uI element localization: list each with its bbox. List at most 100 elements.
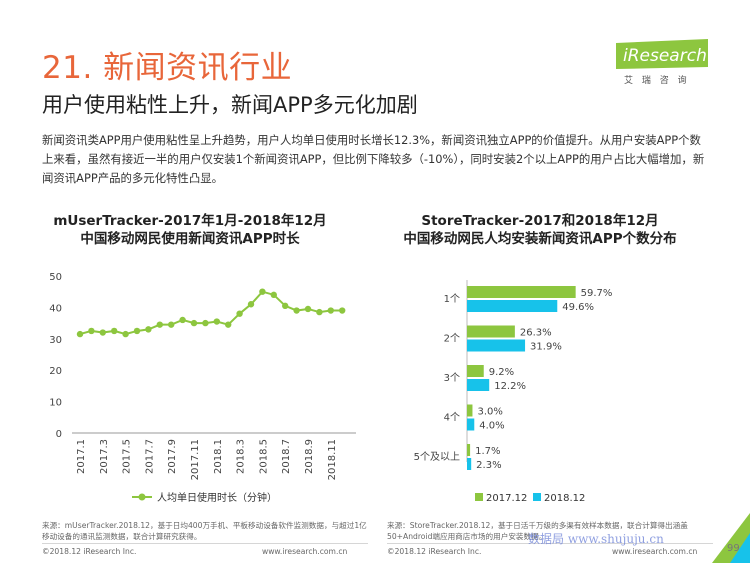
line-point — [99, 329, 107, 336]
line-point — [76, 330, 84, 338]
line-point — [293, 307, 300, 314]
bar-2017.12 — [467, 286, 576, 298]
y-tick-label: 20 — [49, 366, 62, 377]
category-label: 3个 — [444, 372, 460, 384]
bar-chart-title-line2: 中国移动网民人均安装新闻资讯APP个数分布 — [403, 231, 677, 247]
x-tick-label: 2018.7 — [281, 439, 292, 474]
left-source-note: 来源：mUserTracker.2018.12，基于日均400万手机、平板移动设… — [42, 521, 367, 541]
website-right: www.iresearch.com.cn — [612, 547, 698, 556]
line-point — [156, 321, 163, 328]
bar-2017.12 — [467, 404, 473, 417]
footer-divider-right — [387, 543, 713, 544]
line-point — [111, 327, 118, 335]
iresearch-logo: iResearch 艾 瑞 咨 询 — [614, 39, 708, 89]
logo-tagline: 艾 瑞 咨 询 — [624, 74, 690, 86]
bar-2018.12 — [467, 458, 472, 470]
bar-2018.12 — [467, 300, 558, 312]
summary-paragraph: 新闻资讯类APP用户使用粘性呈上升趋势，用户人均单日使用时长增长12.3%，新闻… — [42, 133, 705, 185]
x-tick-label: 2018.5 — [258, 439, 269, 474]
bar-2017.12 — [467, 365, 484, 377]
bar-chart: 1个 2个 3个 4个 5个及以上 59.7% 49.6% 26.3% 31.9% 9.2% 12… — [414, 280, 613, 504]
bar-2017.12 — [467, 444, 471, 456]
x-tick-label: 2017.9 — [167, 439, 178, 474]
line-point — [304, 305, 312, 313]
y-tick-label: 10 — [49, 398, 62, 409]
copyright-right: ©2018.12 iResearch Inc. — [387, 547, 482, 556]
category-label: 5个及以上 — [414, 451, 460, 463]
x-tick-label: 2017.7 — [144, 439, 155, 474]
line-chart: 0 10 20 30 40 50 2017.1 2017.3 2017.5 2017.7 2017… — [49, 272, 356, 504]
bar-2017.12 — [467, 325, 515, 338]
x-tick-label: 2018.3 — [236, 439, 247, 474]
bar-value-label: 59.7% — [581, 288, 613, 299]
bar-2018.12 — [467, 418, 475, 431]
bar-value-label: 31.9% — [530, 342, 562, 353]
line-chart-title: mUserTracker-2017年1月-2018年12月 中国移动网民使用新闻… — [40, 212, 340, 248]
x-tick-label: 2017.3 — [99, 439, 110, 474]
y-tick-label: 50 — [49, 272, 62, 283]
legend-swatch-2017 — [475, 493, 483, 501]
line-point — [316, 308, 323, 316]
line-series-path — [79, 290, 343, 336]
bar-chart-title-line1: StoreTracker-2017和2018年12月 — [421, 213, 659, 229]
logo-brand: iResearch — [623, 46, 707, 66]
x-tick-label: 2017.5 — [122, 439, 133, 474]
legend-label-2017: 2017.12 — [486, 493, 527, 504]
line-chart-title-line2: 中国移动网民使用新闻资讯APP时长 — [80, 231, 300, 247]
bar-2018.12 — [467, 379, 490, 391]
bar-value-label: 3.0% — [477, 407, 502, 418]
page-title: 21. 新闻资讯行业 — [42, 50, 293, 86]
bar-value-label: 26.3% — [520, 328, 552, 339]
line-point — [202, 319, 209, 327]
legend-label-2018: 2018.12 — [544, 493, 585, 504]
page-number: 99 — [727, 543, 740, 554]
line-point — [259, 288, 266, 295]
watermark: 数据局 www.shujuju.cn — [528, 532, 664, 546]
x-tick-label: 2018.9 — [304, 439, 315, 474]
line-chart-legend: 人均单日使用时长（分钟） — [132, 491, 277, 504]
line-point — [88, 327, 95, 335]
line-point — [145, 326, 152, 333]
line-point — [236, 310, 243, 317]
line-point — [179, 316, 186, 324]
x-tick-label: 2018.1 — [213, 439, 224, 474]
x-tick-label: 2017.11 — [190, 439, 201, 480]
page-subtitle: 用户使用粘性上升，新闻APP多元化加剧 — [42, 93, 418, 117]
line-point — [247, 301, 255, 308]
line-point — [168, 321, 175, 328]
line-point — [190, 319, 198, 327]
x-tick-label: 2018.11 — [327, 439, 338, 480]
line-point — [339, 307, 346, 314]
website-left: www.iresearch.com.cn — [262, 547, 348, 556]
bar-value-label: 9.2% — [489, 367, 514, 378]
line-point — [282, 302, 289, 310]
line-point — [133, 327, 141, 335]
bar-chart-legend: 2017.12 2018.12 — [475, 493, 585, 504]
y-tick-label: 40 — [49, 303, 62, 314]
legend-line-dot — [138, 493, 146, 501]
bar-2018.12 — [467, 339, 526, 352]
legend-swatch-2018 — [533, 493, 541, 501]
x-tick-label: 2017.1 — [76, 439, 87, 474]
bar-value-label: 1.7% — [475, 446, 500, 457]
line-point — [213, 318, 220, 325]
bar-value-label: 12.2% — [494, 381, 526, 392]
bar-value-label: 49.6% — [562, 302, 594, 313]
y-tick-label: 0 — [56, 429, 62, 440]
category-label: 1个 — [444, 293, 460, 305]
y-tick-label: 30 — [49, 335, 62, 346]
bar-value-label: 4.0% — [479, 421, 504, 432]
line-point — [270, 291, 277, 299]
copyright-left: ©2018.12 iResearch Inc. — [42, 547, 137, 556]
bar-chart-title: StoreTracker-2017和2018年12月 中国移动网民人均安装新闻资… — [375, 212, 705, 248]
right-source-note: 来源：StoreTracker.2018.12，基于日活千万级的多渠有效样本数据… — [387, 521, 688, 541]
line-point — [225, 321, 232, 328]
corner-decoration — [712, 513, 750, 563]
line-point — [327, 307, 334, 314]
category-label: 4个 — [444, 412, 460, 424]
line-chart-title-line1: mUserTracker-2017年1月-2018年12月 — [53, 213, 327, 229]
legend-line-label: 人均单日使用时长（分钟） — [157, 491, 277, 504]
category-label: 2个 — [444, 333, 460, 345]
logo-banner — [616, 39, 708, 69]
bar-value-label: 2.3% — [476, 460, 501, 471]
